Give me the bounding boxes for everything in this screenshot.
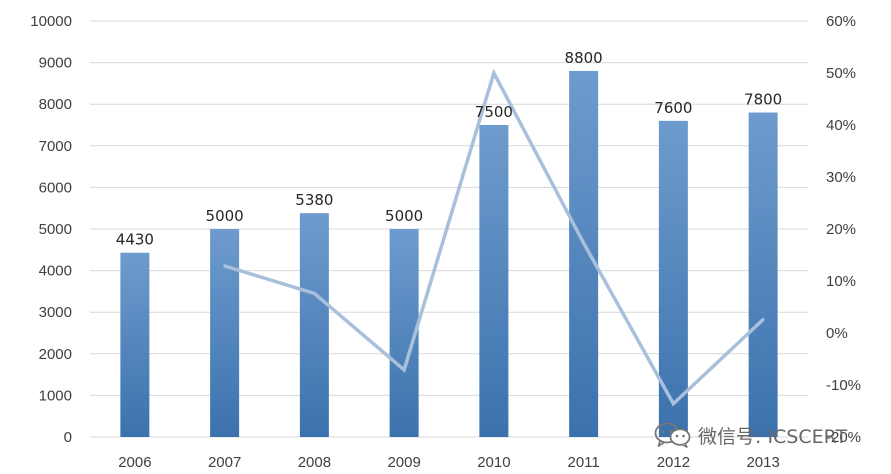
y-tick-label: 3000 [39,304,72,321]
bar-series [120,70,778,438]
gridlines [90,20,808,438]
watermark-text: 微信号: ICSCERT [698,425,848,448]
x-tick-label: 2013 [746,454,779,471]
y-axis-left: 0 1000 2000 3000 4000 5000 6000 7000 8000 9000 100… [30,13,72,446]
bar-2012 [658,120,688,437]
bar-value-label: 4430 [116,231,154,249]
y2-tick-label: 10% [826,273,856,290]
bar-2013 [748,112,778,438]
bar-2008 [299,213,329,437]
y-tick-label: 6000 [39,179,72,196]
y2-tick-label: 20% [826,221,856,238]
wechat-watermark: 微信号: ICSCERT [654,420,847,450]
y2-tick-label: 40% [826,117,856,134]
data-labels: 4430 5000 5380 5000 7500 8800 7600 7800 [116,49,782,249]
x-tick-label: 2006 [118,454,151,471]
y2-tick-label: -10% [826,377,861,394]
y2-tick-label: 30% [826,169,856,186]
bar-value-label: 5000 [206,207,244,225]
growth-point-2008 [312,291,316,295]
x-tick-label: 2007 [208,454,241,471]
x-tick-label: 2011 [567,454,599,471]
y2-tick-label: 60% [826,13,856,30]
growth-line-series [223,68,765,407]
bar-value-label: 5000 [385,207,423,225]
y-tick-label: 10000 [30,13,72,30]
y-tick-label: 2000 [39,346,72,363]
bar-2006 [120,252,150,437]
growth-point-2012 [671,402,675,406]
bar-2010 [479,125,509,437]
y-tick-label: 7000 [39,138,72,155]
x-tick-label: 2009 [387,454,420,471]
wechat-icon [654,422,691,448]
y-tick-label: 8000 [39,96,72,113]
bar-2007 [210,229,240,437]
x-tick-label: 2008 [298,454,331,471]
y-tick-label: 4000 [39,263,72,280]
x-tick-label: 2012 [657,454,690,471]
y-tick-label: 1000 [39,387,72,404]
bar-value-label: 7600 [654,99,692,117]
bar-value-label: 8800 [565,49,603,67]
y2-tick-label: 50% [826,65,856,82]
growth-point-2007 [223,264,227,268]
y-axis-right: -20% -10% 0% 10% 20% 30% 40% 50% 60% [826,13,861,446]
growth-point-2010 [492,71,496,75]
x-tick-label: 2010 [477,454,510,471]
growth-point-2009 [402,368,406,372]
y2-tick-label: 0% [826,325,848,342]
y-tick-label: 9000 [39,55,72,72]
y2-tick-label: -20% [826,429,861,446]
growth-point-2013 [761,317,765,321]
bar-2011 [569,70,599,438]
y-tick-label: 5000 [39,221,72,238]
growth-point-2011 [582,241,586,245]
bar-value-label: 7500 [475,103,513,121]
y-tick-label: 0 [64,429,72,446]
bar-value-label: 5380 [295,191,333,209]
x-axis: 2006 2007 2008 2009 2010 2011 2012 2013 [118,454,780,471]
bar-value-label: 7800 [744,91,782,109]
